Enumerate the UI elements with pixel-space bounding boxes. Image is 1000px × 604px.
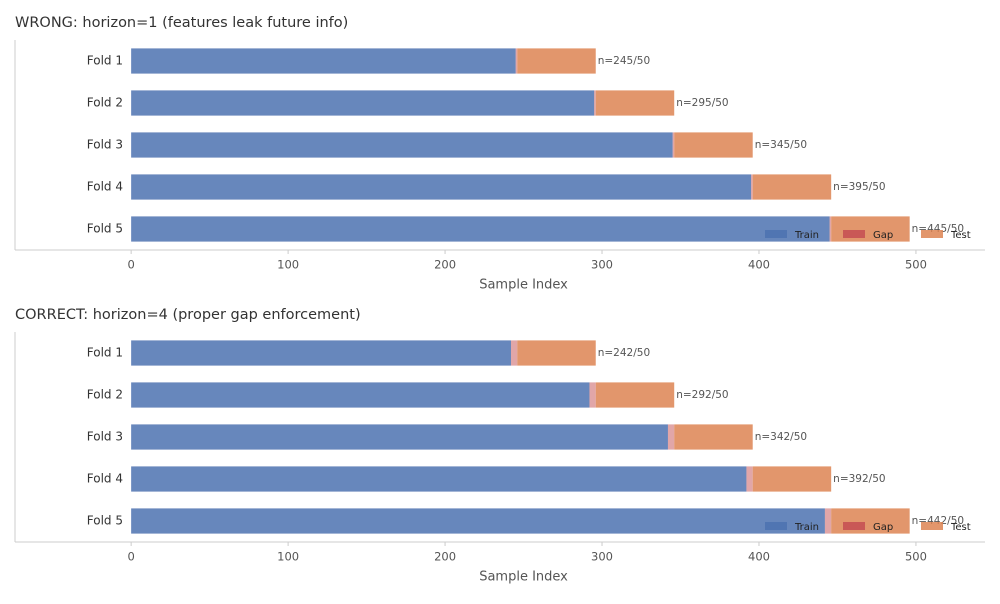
bar-segment [831, 216, 910, 242]
bar-segment [515, 48, 518, 74]
x-axis-label: Sample Index [479, 570, 568, 585]
y-tick-label: Fold 2 [87, 96, 123, 110]
bar-annotation: n=392/50 [833, 473, 885, 485]
bar-segment [131, 466, 747, 492]
legend-swatch [921, 230, 943, 238]
bar-segment [131, 216, 830, 242]
legend-swatch [843, 230, 865, 238]
legend-label: Gap [873, 522, 893, 533]
bar-annotation: n=345/50 [755, 139, 807, 151]
bar-segment [595, 90, 675, 116]
x-tick-label: 400 [748, 550, 770, 564]
bar-segment [517, 340, 596, 366]
bar-annotation: n=295/50 [676, 97, 728, 109]
bar-segment [752, 174, 832, 200]
x-tick-label: 100 [277, 550, 299, 564]
x-tick-label: 300 [591, 550, 613, 564]
y-tick-label: Fold 5 [87, 222, 123, 236]
y-tick-label: Fold 3 [87, 138, 123, 152]
legend-swatch [765, 522, 787, 530]
bar-segment [517, 48, 596, 74]
bar-segment [829, 216, 832, 242]
chart-title: WRONG: horizon=1 (features leak future i… [15, 15, 348, 31]
x-tick-label: 500 [905, 258, 927, 272]
x-axis-label: Sample Index [479, 278, 568, 293]
y-tick-label: Fold 4 [87, 472, 123, 486]
x-tick-label: 100 [277, 258, 299, 272]
legend-swatch [843, 522, 865, 530]
bar-segment [667, 424, 675, 450]
x-tick-label: 300 [591, 258, 613, 272]
x-tick-label: 0 [127, 550, 134, 564]
legend-label: Train [794, 230, 819, 241]
bar-segment [131, 132, 673, 158]
chart-title: CORRECT: horizon=4 (proper gap enforceme… [15, 307, 361, 323]
bar-segment [589, 382, 596, 408]
legend-label: Test [950, 230, 971, 241]
bar-segment [824, 508, 832, 534]
bar-annotation: n=292/50 [676, 389, 728, 401]
bar-segment [510, 340, 518, 366]
legend-label: Gap [873, 230, 893, 241]
y-tick-label: Fold 1 [87, 346, 123, 360]
bar-segment [674, 132, 753, 158]
bar-segment [131, 90, 595, 116]
y-tick-label: Fold 4 [87, 180, 123, 194]
bar-segment [674, 424, 753, 450]
bar-annotation: n=342/50 [755, 431, 807, 443]
bar-annotation: n=395/50 [833, 181, 885, 193]
bar-segment [131, 508, 825, 534]
x-tick-label: 500 [905, 550, 927, 564]
bar-segment [131, 174, 752, 200]
bar-segment [751, 174, 753, 200]
bar-segment [831, 508, 910, 534]
bar-segment [131, 340, 511, 366]
legend-label: Train [794, 522, 819, 533]
bar-annotation: n=242/50 [598, 347, 650, 359]
legend-swatch [765, 230, 787, 238]
bar-segment [131, 424, 668, 450]
x-tick-label: 200 [434, 258, 456, 272]
y-tick-label: Fold 2 [87, 388, 123, 402]
y-tick-label: Fold 5 [87, 514, 123, 528]
x-tick-label: 0 [127, 258, 134, 272]
bar-segment [752, 466, 832, 492]
bar-segment [595, 382, 675, 408]
legend-label: Test [950, 522, 971, 533]
bar-segment [746, 466, 753, 492]
bar-segment [131, 48, 516, 74]
y-tick-label: Fold 3 [87, 430, 123, 444]
x-tick-label: 200 [434, 550, 456, 564]
y-tick-label: Fold 1 [87, 54, 123, 68]
bar-annotation: n=245/50 [598, 55, 650, 67]
x-tick-label: 400 [748, 258, 770, 272]
bar-segment [131, 382, 590, 408]
legend-swatch [921, 522, 943, 530]
bar-segment [672, 132, 675, 158]
bar-segment [594, 90, 596, 116]
